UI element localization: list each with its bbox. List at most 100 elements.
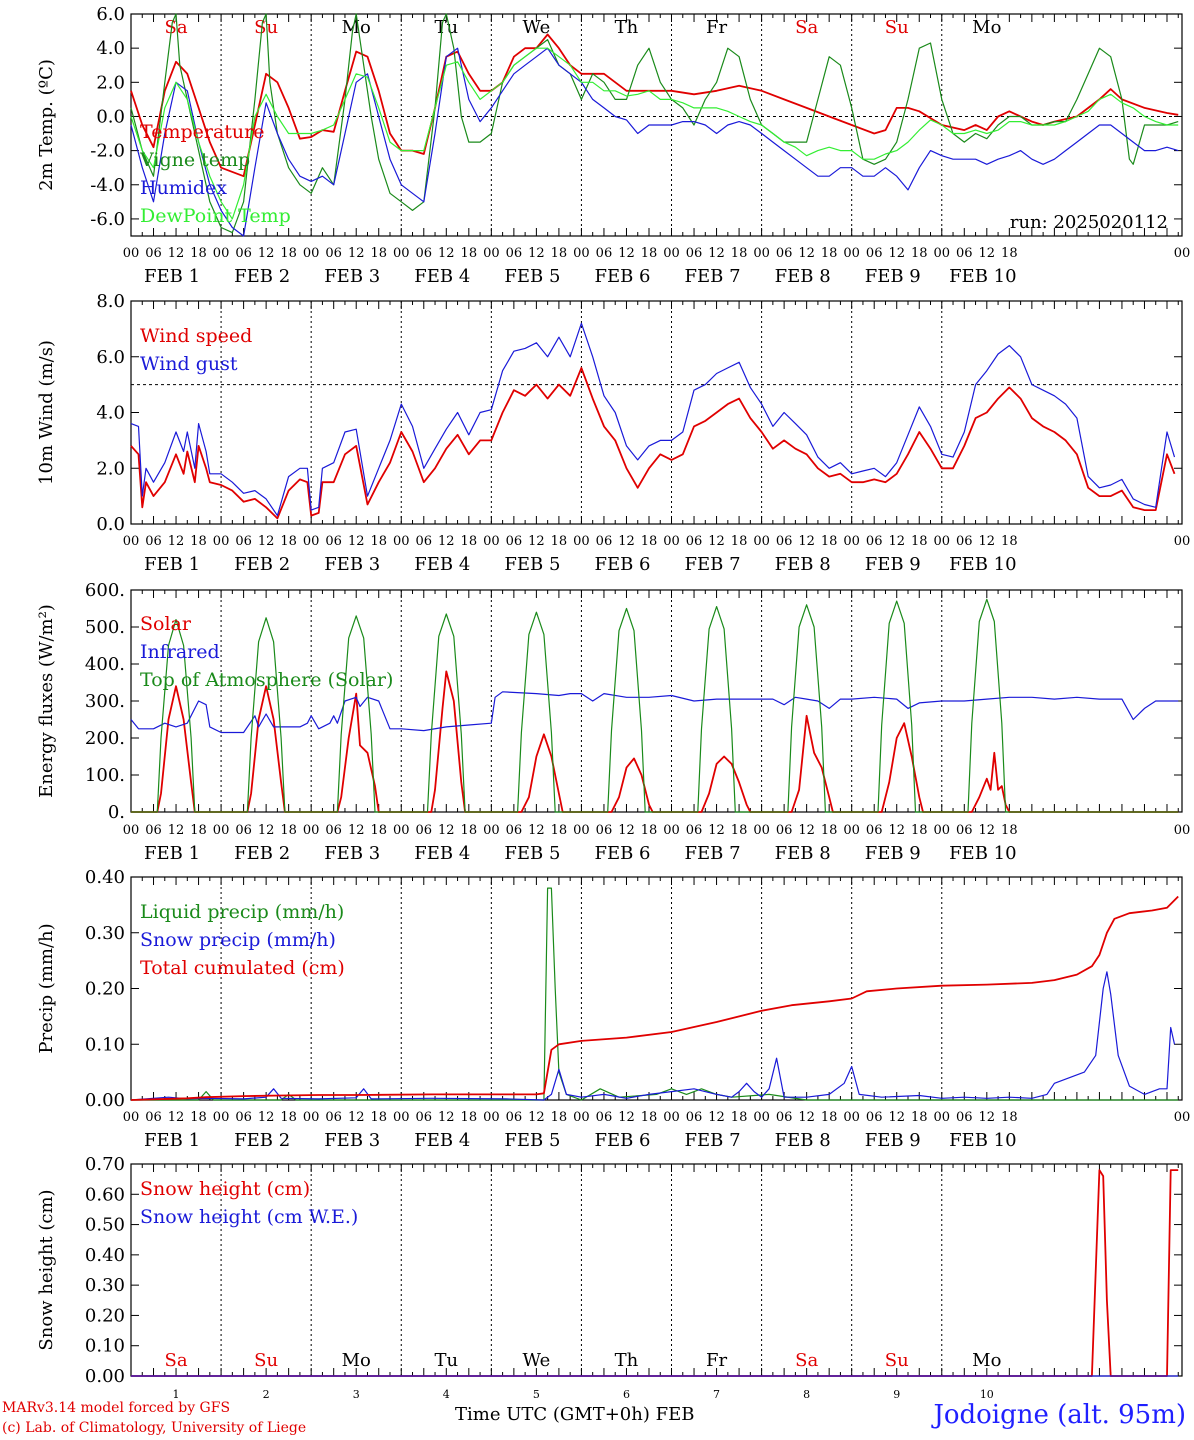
panel-frame (130, 589, 1183, 813)
hour-tick-label: 12 (798, 246, 815, 261)
hour-tick-label: 12 (708, 1110, 725, 1125)
hour-tick-label: 18 (911, 1110, 928, 1125)
hour-tick-label: 00 (303, 534, 320, 549)
hour-tick-label: 12 (979, 246, 996, 261)
y-tick-label: 4.0 (96, 403, 125, 424)
day-name-label: Fr (706, 1350, 727, 1371)
day-name-label: Sa (795, 1350, 818, 1371)
date-label: FEB 8 (775, 554, 831, 575)
hour-tick-label: 06 (416, 246, 433, 261)
y-tick-label: 100. (85, 765, 125, 786)
hour-tick-label: 06 (416, 534, 433, 549)
y-tick-label: 600. (85, 580, 125, 601)
hour-tick-label: 00 (213, 823, 230, 838)
run-label: run: 2025020112 (1010, 212, 1168, 233)
hour-tick-label: 06 (145, 534, 162, 549)
hour-tick-label: 12 (258, 246, 275, 261)
series-line-top-of-atmosphere-solar (131, 598, 1179, 813)
hour-tick-label: 12 (888, 246, 905, 261)
hour-tick-label: 06 (235, 1110, 252, 1125)
hour-tick-label: 00 (843, 823, 860, 838)
hour-tick-label: 00 (843, 534, 860, 549)
hour-tick-label: 06 (956, 823, 973, 838)
hour-tick-label: 12 (528, 1110, 545, 1125)
day-name-label: Mo (972, 17, 1001, 38)
legend-entry: DewPoint Temp (140, 205, 291, 227)
hour-tick-label: 06 (596, 1110, 613, 1125)
series-line-dewpoint-temp (130, 47, 1179, 220)
hour-tick-label: 06 (506, 534, 523, 549)
hour-tick-label: 06 (596, 823, 613, 838)
date-label: FEB 4 (414, 266, 470, 287)
day-number-label: 2 (263, 1388, 270, 1401)
hour-tick-label: 00 (483, 1110, 500, 1125)
hour-tick-label: 12 (708, 246, 725, 261)
date-label: FEB 9 (865, 843, 921, 864)
day-number-label: 1 (173, 1388, 180, 1401)
hour-tick-label: 18 (731, 246, 748, 261)
hour-tick-label: 18 (280, 823, 297, 838)
hour-tick-label: 12 (348, 1110, 365, 1125)
hour-tick-label: 00 (393, 534, 410, 549)
date-label: FEB 6 (594, 554, 650, 575)
hour-tick-label: 12 (438, 534, 455, 549)
y-tick-label: 0.10 (85, 1034, 125, 1055)
hour-tick-label: 18 (280, 534, 297, 549)
hour-tick-label: 12 (798, 534, 815, 549)
hour-tick-label: 12 (348, 823, 365, 838)
hour-tick-label: 06 (596, 534, 613, 549)
hour-tick-label: 12 (888, 534, 905, 549)
hour-tick-label: 00 (933, 246, 950, 261)
hour-tick-label: 12 (798, 1110, 815, 1125)
date-label: FEB 1 (144, 554, 200, 575)
date-label: FEB 4 (414, 554, 470, 575)
date-label: FEB 4 (414, 1130, 470, 1151)
y-tick-label: 6.0 (96, 4, 125, 25)
hour-tick-label: 00 (1174, 1110, 1191, 1125)
hour-tick-label: 06 (776, 534, 793, 549)
hour-tick-label: 18 (731, 1110, 748, 1125)
date-label: FEB 5 (504, 554, 560, 575)
day-name-label: Mo (342, 1350, 371, 1371)
hour-tick-label: 00 (1174, 534, 1191, 549)
date-label: FEB 6 (594, 843, 650, 864)
date-label: FEB 7 (685, 266, 741, 287)
y-axis-title: Precip (mm/h) (36, 923, 57, 1053)
hour-tick-label: 00 (213, 1110, 230, 1125)
hour-tick-label: 00 (843, 1110, 860, 1125)
hour-tick-label: 18 (280, 1110, 297, 1125)
date-label: FEB 5 (504, 266, 560, 287)
hour-tick-label: 18 (551, 823, 568, 838)
day-number-label: 3 (353, 1388, 360, 1401)
y-tick-label: 200. (85, 728, 125, 749)
hour-tick-label: 12 (168, 534, 185, 549)
legend-entry: Temperature (140, 121, 264, 143)
hour-tick-label: 18 (641, 823, 658, 838)
hour-tick-label: 00 (753, 823, 770, 838)
hour-tick-label: 06 (416, 1110, 433, 1125)
y-tick-label: 0.60 (85, 1184, 125, 1205)
legend-entry: Wind gust (140, 353, 238, 375)
legend-entry: Vigne temp (139, 149, 250, 171)
hour-tick-label: 06 (686, 1110, 703, 1125)
date-label: FEB 9 (865, 1130, 921, 1151)
hour-tick-label: 00 (213, 534, 230, 549)
hour-tick-label: 18 (190, 823, 207, 838)
day-name-label: We (523, 17, 551, 38)
hour-tick-label: 12 (528, 823, 545, 838)
date-label: FEB 7 (685, 843, 741, 864)
day-name-label: Th (615, 17, 639, 38)
hour-tick-label: 00 (933, 1110, 950, 1125)
date-label: FEB 3 (324, 266, 380, 287)
y-tick-label: 0.40 (85, 1245, 125, 1266)
hour-tick-label: 00 (123, 246, 140, 261)
hour-tick-label: 18 (370, 823, 387, 838)
date-label: FEB 7 (685, 554, 741, 575)
date-label: FEB 2 (234, 1130, 290, 1151)
hour-tick-label: 18 (1001, 823, 1018, 838)
date-label: FEB 6 (594, 266, 650, 287)
date-label: FEB 8 (775, 266, 831, 287)
hour-tick-label: 12 (618, 1110, 635, 1125)
hour-tick-label: 18 (821, 1110, 838, 1125)
y-tick-label: -6.0 (90, 209, 125, 230)
